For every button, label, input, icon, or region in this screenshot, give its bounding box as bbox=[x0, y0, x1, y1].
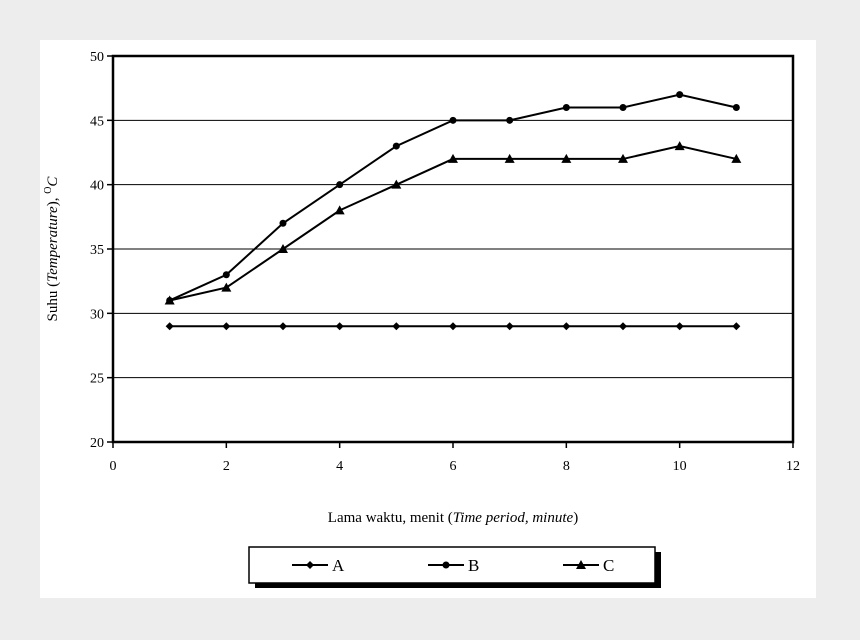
series-b-line bbox=[169, 93, 737, 302]
x-tick-label: 0 bbox=[110, 459, 117, 474]
series-c-point bbox=[221, 282, 232, 292]
series-a-point bbox=[335, 322, 344, 331]
legend-label: C bbox=[603, 556, 614, 575]
series-c-point bbox=[561, 153, 572, 163]
series-a-point bbox=[732, 322, 741, 331]
x-axis-label-italic: Time period, minute bbox=[453, 510, 574, 526]
series-b-point bbox=[562, 103, 570, 111]
y-tick-label: 40 bbox=[90, 179, 104, 194]
legend-items: A B C bbox=[292, 556, 614, 575]
x-tick-label: 2 bbox=[223, 459, 230, 474]
x-tick-label: 4 bbox=[336, 459, 343, 474]
series-b-point bbox=[392, 142, 400, 150]
series-c-point bbox=[731, 153, 742, 163]
series-c-point bbox=[164, 295, 175, 305]
series-b-point bbox=[336, 181, 344, 189]
y-tick-label: 45 bbox=[90, 114, 104, 129]
series-a-point bbox=[619, 322, 627, 331]
y-axis-label-prefix: Suhu ( bbox=[45, 282, 61, 322]
series-b-point bbox=[449, 116, 457, 124]
series-c-point bbox=[504, 153, 515, 163]
y-tick-label: 25 bbox=[90, 372, 104, 387]
y-axis-label-unit-sup: O bbox=[43, 187, 54, 194]
series-a-point bbox=[279, 322, 287, 331]
series-b-point bbox=[279, 219, 287, 227]
series-c-point bbox=[618, 153, 628, 163]
series-b-point bbox=[619, 103, 627, 111]
legend-item-c: C bbox=[563, 556, 614, 575]
x-tick-label: 12 bbox=[786, 459, 800, 474]
series-c-point bbox=[674, 141, 685, 151]
line-chart: 20 25 30 35 40 45 50 0 2 4 6 8 10 12 Lama waktu, men… bbox=[43, 50, 800, 588]
series-a bbox=[165, 322, 741, 331]
legend-label: A bbox=[332, 556, 345, 575]
series-a-point bbox=[165, 322, 174, 331]
legend-item-b: B bbox=[428, 556, 479, 575]
series-c-point bbox=[391, 179, 402, 189]
y-axis-ticks: 20 25 30 35 40 45 50 bbox=[90, 50, 113, 451]
y-tick-label: 35 bbox=[90, 243, 104, 258]
y-axis-label: Suhu (Temperature), OC bbox=[43, 176, 61, 322]
series-layer bbox=[164, 91, 742, 331]
x-axis-ticks: 0 2 4 6 8 10 12 bbox=[110, 442, 800, 474]
x-tick-label: 6 bbox=[450, 459, 457, 474]
legend-swatch-marker bbox=[576, 560, 586, 569]
x-axis-label-suffix: ) bbox=[573, 510, 578, 526]
y-tick-label: 20 bbox=[90, 436, 104, 451]
series-b-point bbox=[222, 271, 230, 279]
x-axis-label: Lama waktu, menit (Time period, minute) bbox=[328, 510, 578, 526]
series-a-point bbox=[562, 322, 571, 331]
y-axis-label-italic: Temperature bbox=[45, 206, 61, 282]
series-c-line bbox=[169, 145, 737, 302]
y-tick-label: 50 bbox=[90, 50, 104, 65]
series-b-point bbox=[676, 91, 684, 99]
series-a-point bbox=[675, 322, 684, 331]
legend-swatch-marker bbox=[442, 561, 450, 569]
legend-swatch-marker bbox=[306, 561, 314, 569]
x-tick-label: 10 bbox=[673, 459, 687, 474]
legend-label: B bbox=[468, 556, 479, 575]
y-axis-label-unit: C bbox=[45, 176, 61, 187]
legend-item-a: A bbox=[292, 556, 345, 575]
x-tick-label: 8 bbox=[563, 459, 570, 474]
y-axis-label-suffix: ), bbox=[45, 194, 61, 207]
x-axis-label-prefix: Lama waktu, menit ( bbox=[328, 510, 453, 526]
series-b-point bbox=[732, 103, 740, 111]
series-a-point bbox=[505, 322, 514, 331]
series-b bbox=[166, 91, 740, 304]
chart-figure: 20 25 30 35 40 45 50 0 2 4 6 8 10 12 Lama waktu, men… bbox=[40, 40, 816, 598]
legend: A B C bbox=[248, 546, 661, 588]
series-c-point bbox=[448, 153, 458, 163]
series-a-point bbox=[449, 322, 457, 331]
series-c bbox=[164, 141, 742, 305]
y-tick-label: 30 bbox=[90, 307, 104, 322]
series-c-point bbox=[278, 244, 288, 253]
series-c-point bbox=[334, 205, 345, 215]
series-a-point bbox=[392, 322, 401, 331]
series-b-point bbox=[506, 116, 514, 124]
series-a-point bbox=[222, 322, 231, 331]
